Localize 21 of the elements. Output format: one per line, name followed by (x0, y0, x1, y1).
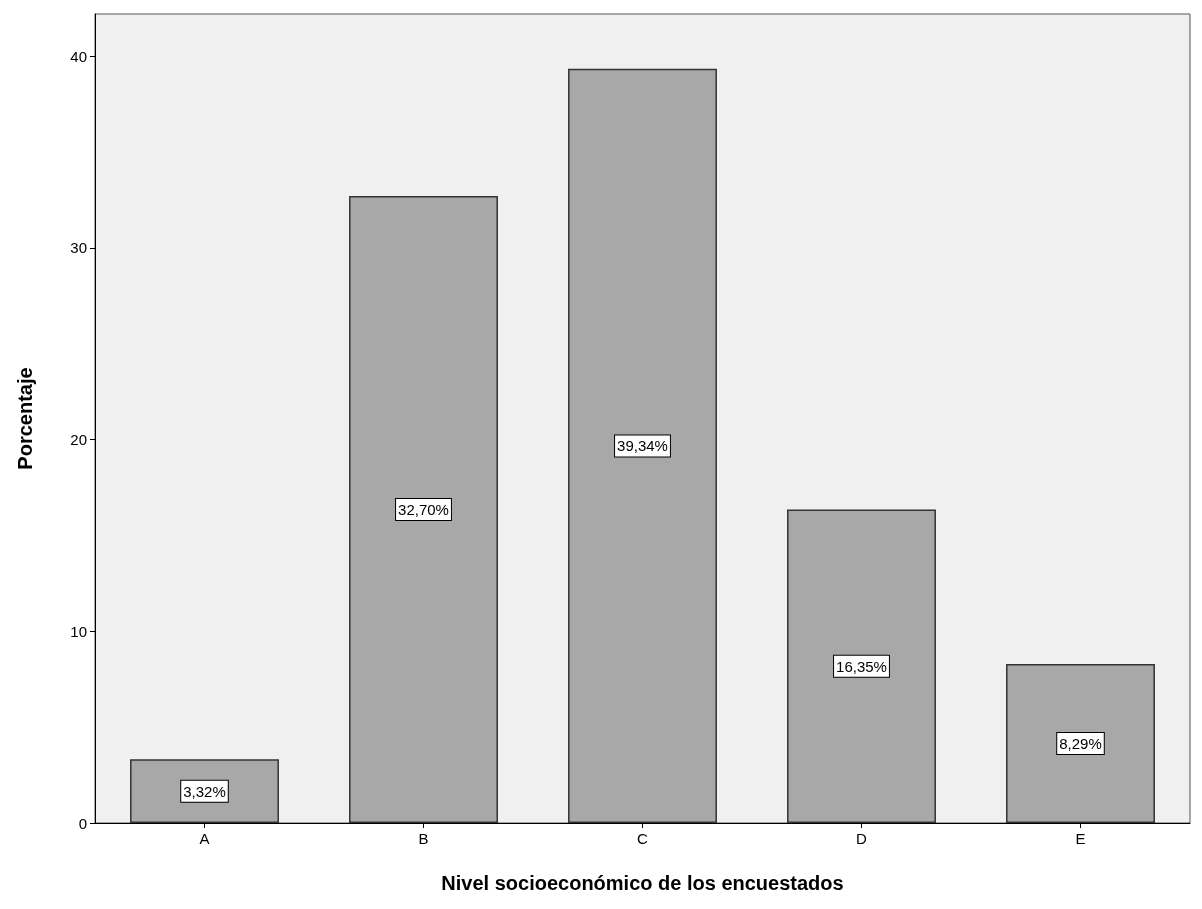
y-tick-label: 0 (78, 814, 87, 832)
x-tick-label: A (199, 830, 210, 847)
bar (349, 196, 498, 823)
y-tick-label: 10 (70, 622, 87, 640)
data-label: 32,70% (398, 501, 449, 519)
data-label: 16,35% (836, 657, 887, 675)
x-tick-label: E (1075, 830, 1086, 847)
x-tick-label: C (637, 830, 649, 847)
data-label: 8,29% (1059, 735, 1102, 753)
data-label: 39,34% (617, 437, 668, 455)
x-axis-title: Nivel socioeconómico de los encuestados (441, 872, 844, 894)
y-axis-title: Porcentaje (14, 367, 36, 470)
x-tick-label: D (856, 830, 868, 847)
y-tick-label: 40 (70, 47, 87, 65)
x-tick-label: B (418, 830, 429, 847)
bar (787, 509, 936, 823)
y-tick-label: 20 (70, 431, 87, 449)
y-tick-label: 30 (70, 239, 87, 257)
bar (568, 68, 717, 823)
bar (1006, 664, 1155, 823)
data-label: 3,32% (183, 782, 226, 800)
